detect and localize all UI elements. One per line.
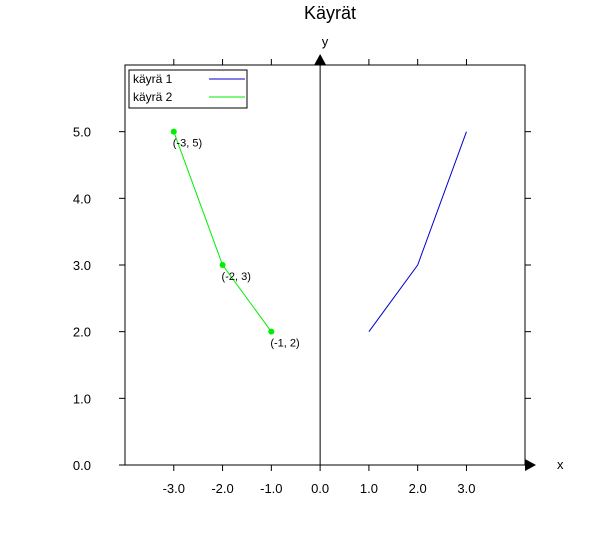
x-tick-label: -3.0 <box>163 481 185 496</box>
legend: käyrä 1 käyrä 2 <box>128 69 248 109</box>
x-tick-label: -2.0 <box>211 481 233 496</box>
y-tick-label: 1.0 <box>73 391 91 406</box>
series-line-2 <box>173 131 272 332</box>
x-tick-label: 2.0 <box>409 481 427 496</box>
x-tick-label: 1.0 <box>360 481 378 496</box>
legend-label: käyrä 2 <box>133 90 173 104</box>
axes <box>125 54 536 471</box>
y-tick-label: 4.0 <box>73 191 91 206</box>
data-point <box>219 262 226 268</box>
x-tick-label: 0.0 <box>311 481 329 496</box>
y-tick-label: 2.0 <box>73 325 91 340</box>
ticks: -3.0 -2.0 -1.0 0.0 1.0 2.0 3.0 0.0 1.0 2.0 3.0 4.0 5… <box>73 59 531 496</box>
x-tick-label: 3.0 <box>457 481 475 496</box>
series-group: (-3, 5) (-2, 3) (-1, 2) <box>170 128 467 350</box>
legend-box <box>128 69 248 109</box>
data-point-label: (-2, 3) <box>222 271 251 283</box>
legend-label: käyrä 1 <box>133 72 173 86</box>
y-axis-label: y <box>322 34 329 49</box>
data-point <box>268 328 275 335</box>
x-tick-label: -1.0 <box>260 481 282 496</box>
plot-frame <box>124 64 526 466</box>
y-tick-label: 0.0 <box>73 458 91 473</box>
data-point-label: (-1, 2) <box>270 338 299 350</box>
chart-title: Käyrät <box>304 3 356 23</box>
x-axis-label: x <box>557 457 564 472</box>
y-tick-label: 5.0 <box>73 125 91 140</box>
series-line-1 <box>368 131 467 332</box>
data-point-label: (-3, 5) <box>173 138 202 150</box>
y-tick-label: 3.0 <box>73 258 91 273</box>
data-point <box>170 128 177 135</box>
